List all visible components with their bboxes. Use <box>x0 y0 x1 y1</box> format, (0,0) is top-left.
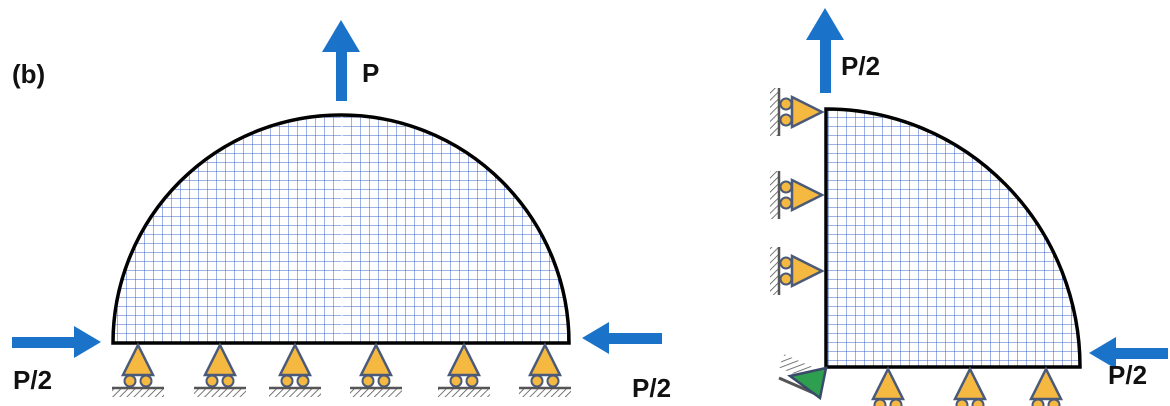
base-roller-supports <box>870 366 1064 406</box>
roller-support <box>269 342 321 397</box>
left-load-label: P/2 <box>13 365 52 395</box>
right-load-arrow <box>582 322 662 354</box>
roller-support <box>870 366 906 406</box>
top-load-label: P <box>362 58 379 88</box>
roller-support <box>112 342 164 397</box>
left-wall-roller-supports <box>770 88 825 295</box>
right-side-load-label: P/2 <box>1108 360 1147 390</box>
quarter-circle-mesh <box>824 107 1082 369</box>
right-load-label: P/2 <box>632 373 671 403</box>
bottom-roller-supports <box>112 342 571 397</box>
corner-pin-support <box>778 354 828 401</box>
roller-support <box>952 366 988 406</box>
roller-support <box>438 342 490 397</box>
roller-support <box>770 171 825 219</box>
roller-support <box>519 342 571 397</box>
right-side-load-arrow <box>1089 337 1168 369</box>
roller-support <box>770 88 825 136</box>
roller-support <box>770 247 825 295</box>
semicircle-mesh <box>111 113 571 345</box>
top-right-load-label: P/2 <box>841 51 880 81</box>
left-load-arrow <box>12 326 101 358</box>
top-right-load-arrow <box>806 8 844 93</box>
panel-label: (b) <box>12 59 45 89</box>
roller-support <box>350 342 402 397</box>
top-load-arrow <box>322 20 360 101</box>
roller-support <box>194 342 246 397</box>
roller-support <box>1028 366 1064 406</box>
